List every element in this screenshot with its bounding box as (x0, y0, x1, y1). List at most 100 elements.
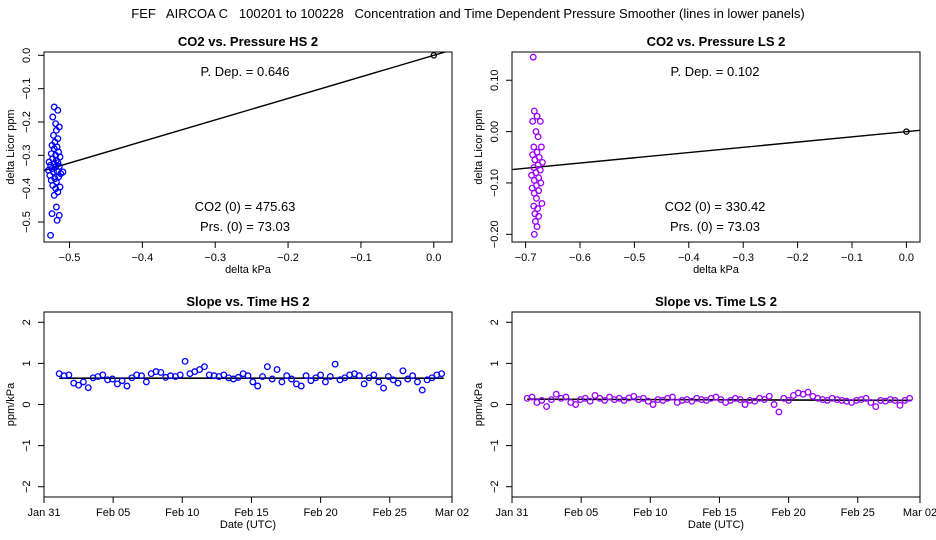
chart-title: Slope vs. Time HS 2 (186, 294, 309, 309)
x-tick-label: −0.1 (841, 252, 863, 264)
data-point (678, 396, 686, 404)
data-point (530, 230, 538, 238)
y-tick-label: −0.2 (21, 111, 33, 133)
data-point (60, 372, 68, 380)
data-point (47, 231, 55, 239)
data-point (181, 357, 189, 365)
data-point (113, 380, 121, 388)
origin-point (903, 128, 910, 135)
origin-point (430, 52, 438, 59)
x-tick-label: −0.1 (350, 252, 372, 264)
data-point (259, 373, 266, 380)
data-point (176, 371, 184, 379)
data-point (746, 396, 754, 404)
x-tick-label: −0.3 (732, 252, 754, 264)
x-tick-label: Jan 31 (27, 507, 60, 519)
data-point (205, 371, 213, 379)
y-tick-label: 0 (489, 401, 501, 407)
data-point (355, 372, 363, 380)
data-point (52, 126, 60, 134)
data-point (833, 396, 841, 404)
data-point (428, 374, 436, 382)
data-point (535, 212, 543, 220)
data-point (51, 175, 59, 183)
fit-line (512, 129, 920, 171)
y-tick-label: 0.00 (489, 121, 501, 142)
data-point (591, 392, 599, 399)
plot-frame (511, 51, 921, 243)
x-tick-label: Feb 05 (96, 507, 130, 519)
x-axis-label: Date (UTC) (688, 519, 744, 531)
data-point (152, 368, 160, 376)
data-point (380, 384, 387, 392)
data-point (533, 194, 540, 202)
data-point (157, 368, 165, 376)
data-point (413, 378, 421, 386)
data-point (360, 380, 368, 388)
x-tick-label: Feb 10 (633, 507, 667, 519)
data-point (537, 143, 545, 151)
data-point (200, 363, 208, 371)
data-point (654, 396, 662, 404)
plot-frame (43, 51, 453, 243)
page-title: FEF AIRCOA C 100201 to 100228 Concentrat… (131, 6, 805, 21)
data-point (123, 382, 131, 390)
data-point (533, 223, 541, 231)
data-point (717, 396, 725, 404)
data-point (104, 376, 112, 384)
data-point (819, 396, 826, 404)
data-point (273, 366, 281, 374)
data-point (384, 373, 392, 380)
data-point (688, 397, 696, 405)
x-tick-label: Feb 10 (165, 507, 199, 519)
x-tick-label: Feb 20 (771, 507, 805, 519)
data-point (649, 401, 657, 408)
data-point (138, 372, 145, 380)
data-point (365, 374, 373, 382)
data-point (133, 371, 141, 379)
data-point (288, 375, 296, 383)
data-point (601, 396, 609, 404)
data-point (49, 113, 57, 121)
annotation: P. Dep. = 0.102 (670, 64, 759, 79)
data-point (307, 377, 315, 385)
data-point (52, 203, 60, 211)
data-point (109, 375, 116, 383)
data-point (79, 378, 87, 386)
y-tick-label: −1 (21, 439, 33, 452)
data-point (639, 394, 647, 402)
data-point (196, 366, 204, 374)
y-tick-label: −0.10 (489, 169, 501, 197)
data-point (99, 371, 107, 379)
data-point (53, 216, 61, 224)
x-tick-label: 0.0 (426, 252, 441, 264)
data-point (118, 377, 126, 385)
data-point (529, 53, 537, 61)
x-tick-label: −0.2 (787, 252, 809, 264)
data-point (220, 371, 228, 379)
data-point (765, 392, 773, 400)
x-tick-label: Feb 20 (303, 507, 337, 519)
y-tick-label: −0.1 (21, 78, 33, 100)
data-point (668, 393, 676, 401)
annotation: P. Dep. = 0.646 (200, 64, 289, 79)
x-tick-label: Feb 25 (373, 507, 407, 519)
y-tick-label: −0.4 (21, 178, 33, 200)
data-point (263, 363, 271, 371)
data-point (167, 372, 174, 380)
y-axis-label: delta Licor ppm (5, 109, 17, 184)
data-point (528, 171, 536, 179)
data-point (562, 393, 570, 401)
data-point (543, 403, 551, 411)
smoother-line (527, 398, 912, 402)
data-point (389, 376, 397, 384)
data-point (50, 131, 57, 139)
data-point (741, 401, 749, 408)
y-tick-label: −0.5 (21, 211, 33, 233)
data-point (852, 396, 860, 404)
data-point (534, 133, 542, 141)
data-point (297, 382, 305, 390)
data-point (48, 165, 56, 173)
x-tick-label: −0.4 (131, 252, 153, 264)
